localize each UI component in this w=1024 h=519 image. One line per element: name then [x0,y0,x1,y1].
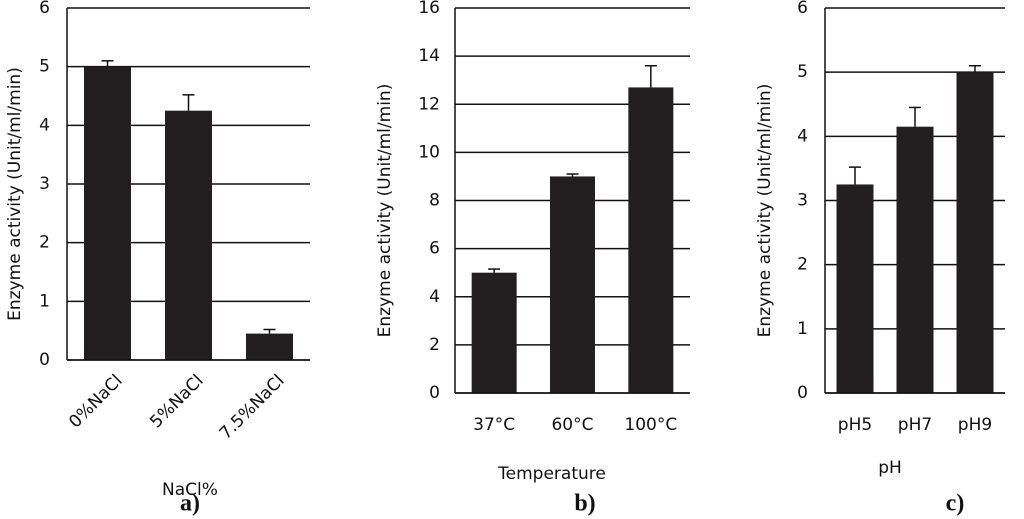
y-tick-label: 10 [418,142,440,162]
panel-label: a) [180,491,200,517]
y-axis-label: Enzyme activity (Unit/ml/min) [755,84,775,338]
x-axis-label: Temperature [497,464,606,484]
bar [956,72,994,394]
x-tick-label: 60°C [551,415,593,435]
error-bar [182,94,195,111]
bar [628,87,674,393]
x-axis-label: NaCl% [162,480,218,500]
y-axis-label: Enzyme activity (Unit/ml/min) [375,84,395,338]
bar [836,184,874,393]
y-tick-label: 14 [418,46,440,66]
y-tick-label: 4 [797,126,808,146]
x-tick-label: 0%NaCl [65,371,126,432]
error-bar [909,106,921,127]
x-tick-label: pH7 [898,415,932,435]
x-tick-label: 5%NaCl [146,371,207,432]
y-tick-label: 2 [429,335,440,355]
y-tick-label: 4 [429,287,440,307]
y-tick-label: 16 [418,0,440,18]
y-tick-label: 5 [39,57,50,77]
y-tick-label: 1 [39,291,50,311]
x-tick-label: 37°C [473,415,515,435]
error-bar [849,166,861,185]
x-axis-label: pH [878,458,902,478]
y-tick-label: 6 [797,0,808,18]
bar [896,126,934,393]
bar [550,176,595,393]
x-tick-label: 100°C [624,415,677,435]
bar [165,110,212,361]
y-tick-label: 3 [39,174,50,194]
error-bar [488,268,501,273]
y-tick-label: 8 [429,191,440,211]
y-tick-label: 2 [797,255,808,275]
y-tick-label: 12 [418,94,440,114]
y-axis-label: Enzyme activity (Unit/ml/min) [5,67,25,321]
y-tick-label: 0 [797,383,808,403]
panel-label: c) [946,491,965,517]
y-tick-label: 2 [39,233,50,253]
error-bar [644,65,657,88]
x-tick-label: pH5 [838,415,872,435]
x-tick-label: 7.5%NaCl [216,371,289,444]
panel-label: b) [574,491,595,517]
error-bar [566,173,579,177]
y-tick-label: 0 [39,350,50,370]
bar [246,333,293,360]
error-bar [969,65,981,73]
x-tick-label: pH9 [958,415,992,435]
y-tick-label: 3 [797,191,808,211]
error-bar [263,328,276,334]
bar [471,272,517,393]
y-tick-label: 4 [39,115,50,135]
y-tick-label: 6 [429,239,440,259]
y-tick-label: 1 [797,319,808,339]
y-tick-label: 6 [39,0,50,18]
error-bar [101,60,114,67]
y-tick-label: 0 [429,383,440,403]
y-tick-label: 5 [797,62,808,82]
bar [84,66,131,361]
